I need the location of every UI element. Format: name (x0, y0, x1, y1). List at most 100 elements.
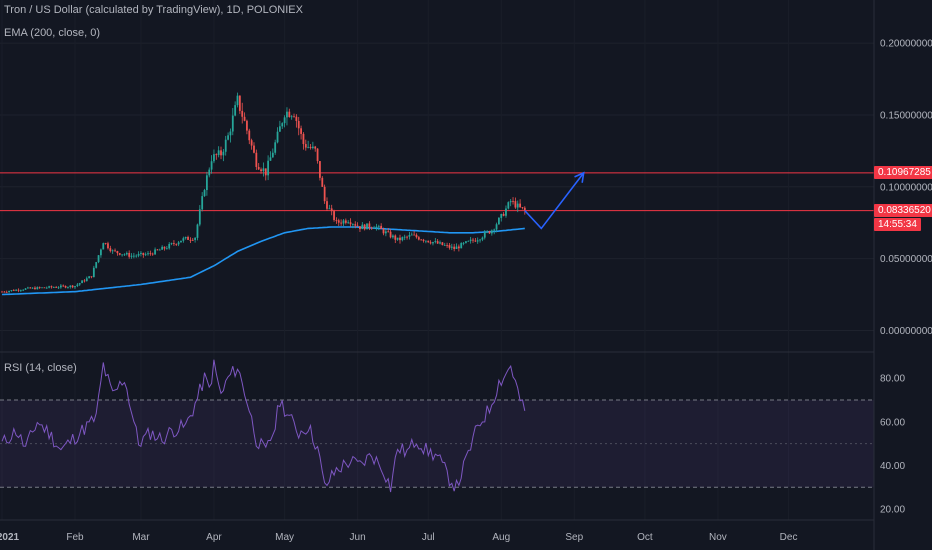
candle-body (281, 123, 284, 127)
candle-body (170, 243, 173, 245)
candle (269, 151, 272, 161)
candle-body (382, 228, 385, 234)
candle (380, 223, 383, 230)
horizontal-lines[interactable] (0, 172, 874, 212)
candle (210, 155, 213, 174)
candle (490, 229, 493, 236)
candle (144, 252, 147, 257)
candle (377, 224, 380, 231)
candle-body (81, 280, 83, 284)
candle-body (465, 241, 467, 243)
candle (102, 242, 105, 250)
candle (432, 241, 434, 246)
candle-body (455, 246, 458, 250)
candle-body (78, 283, 81, 285)
candle-body (203, 190, 206, 197)
candle-body (304, 144, 307, 148)
candle (100, 248, 102, 258)
candle (123, 253, 126, 256)
candle-body (434, 241, 437, 243)
candle-body (67, 286, 69, 288)
candle (262, 162, 265, 177)
candle (349, 218, 352, 227)
candle (92, 265, 95, 278)
candle (276, 127, 279, 144)
candle (140, 251, 142, 257)
time-axis[interactable]: 2021 Feb Mar Apr May Jun Jul Aug Sep Oct Nov Dec (0, 532, 797, 543)
candle-body (168, 244, 171, 249)
candle-body (100, 249, 102, 256)
candle (165, 245, 168, 250)
candle (392, 234, 394, 239)
candle (267, 155, 270, 181)
candle-body (205, 175, 208, 191)
candle (319, 161, 321, 181)
candle (95, 261, 98, 269)
candle (516, 200, 519, 213)
candle (116, 250, 119, 256)
projection-arrowhead[interactable] (574, 171, 585, 183)
candle (43, 287, 46, 289)
ema-legend[interactable]: EMA (200, close, 0) (4, 27, 100, 39)
time-tick-label: Nov (709, 532, 727, 543)
candle-body (125, 252, 128, 255)
candle-body (439, 242, 441, 244)
candle (15, 289, 18, 292)
candle-body (189, 239, 192, 241)
candle (189, 237, 192, 243)
candle (307, 140, 310, 149)
candle-body (250, 140, 253, 146)
time-tick-label: Aug (492, 532, 510, 543)
candle (182, 236, 185, 243)
candle (408, 232, 411, 240)
candle (104, 242, 107, 245)
candle (111, 249, 114, 254)
candle-body (486, 231, 489, 233)
candle (429, 240, 432, 245)
candle-body (229, 131, 232, 136)
candle (255, 149, 258, 170)
candle-body (74, 286, 76, 288)
candle-body (283, 117, 286, 124)
candle (12, 289, 15, 292)
rsi-legend[interactable]: RSI (14, close) (4, 362, 77, 374)
candle (323, 184, 326, 204)
candle (288, 108, 291, 118)
candle-body (347, 222, 350, 224)
candle-body (180, 240, 182, 243)
candle (231, 108, 234, 136)
candle (201, 192, 204, 212)
candle-body (12, 290, 15, 291)
candle-body (24, 288, 27, 290)
candle (69, 285, 72, 289)
rsi-tick-label: 40.00 (880, 461, 905, 472)
candle (208, 167, 211, 178)
candle (330, 204, 333, 216)
candle (236, 92, 239, 108)
candle (389, 229, 392, 239)
candle-body (448, 245, 451, 248)
candle (493, 228, 496, 235)
candle (241, 102, 244, 124)
price-axis[interactable]: 0.20000000 0.15000000 0.10000000 0.05000000… (880, 39, 932, 337)
candle (387, 228, 390, 233)
candle (168, 242, 171, 250)
candle (187, 235, 189, 241)
rsi-axis[interactable]: 80.00 60.00 40.00 20.00 (880, 374, 905, 516)
candle (213, 149, 215, 164)
candle-body (342, 220, 345, 224)
candle-body (502, 213, 505, 216)
candle-body (373, 227, 375, 229)
candle (57, 286, 60, 290)
projection-arrow[interactable] (524, 171, 585, 230)
candle (286, 107, 288, 126)
candle (229, 128, 232, 143)
candle-body (158, 249, 161, 251)
candle (137, 251, 140, 258)
candle-body (307, 146, 310, 148)
candle (184, 236, 187, 240)
projection-path[interactable] (524, 172, 585, 230)
candle-body (505, 208, 507, 216)
chart-title[interactable]: Tron / US Dollar (calculated by TradingV… (4, 4, 303, 16)
